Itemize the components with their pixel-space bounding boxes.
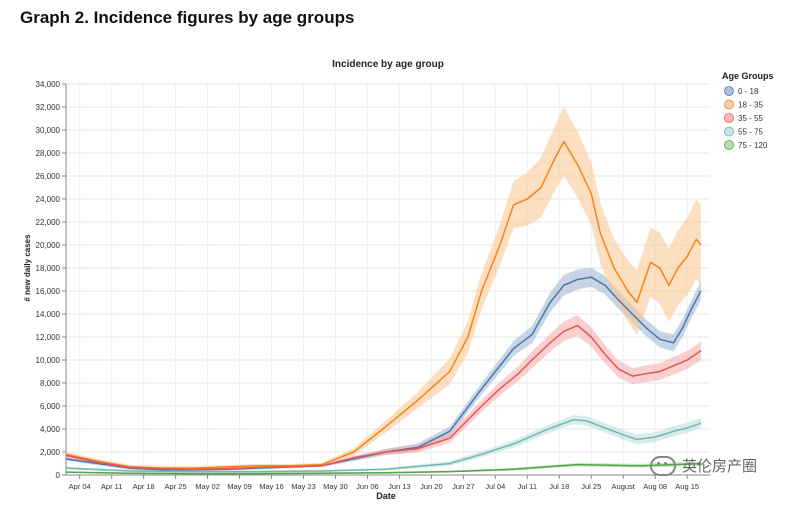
x-tick-label: May 16 (259, 482, 284, 491)
chart-title: Incidence by age group (332, 59, 444, 70)
x-tick-label: Aug 15 (675, 482, 699, 491)
y-tick-label: 16,000 (36, 287, 61, 296)
series-line (65, 419, 702, 473)
watermark: 英伦房产圈 (650, 455, 757, 476)
watermark-text: 英伦房产圈 (682, 457, 758, 475)
chat-bubble-icon (650, 455, 676, 476)
x-tick-label: May 09 (227, 482, 252, 491)
y-tick-label: 26,000 (36, 172, 61, 181)
legend-label: 75 - 120 (738, 141, 768, 150)
y-tick-label: 14,000 (36, 310, 61, 319)
x-tick-label: Jun 13 (388, 482, 411, 491)
legend-swatch (724, 99, 734, 110)
y-tick-label: 24,000 (36, 195, 61, 204)
legend-label: 18 - 35 (738, 101, 763, 110)
x-tick-label: Apr 11 (101, 482, 123, 491)
y-tick-label: 10,000 (36, 356, 61, 365)
x-tick-label: May 02 (195, 482, 220, 491)
page-heading: Graph 2. Incidence figures by age groups (20, 8, 355, 27)
y-tick-label: 2,000 (40, 448, 61, 457)
y-tick-label: 20,000 (36, 241, 61, 250)
x-tick-label: Aug 08 (643, 482, 667, 491)
series-line (65, 462, 701, 475)
y-tick-label: 32,000 (36, 103, 61, 112)
legend-swatch (724, 86, 734, 96)
series-line (65, 140, 702, 469)
series-line (65, 324, 702, 471)
x-tick-label: Jul 11 (518, 482, 537, 491)
legend-label: 35 - 55 (738, 114, 763, 123)
y-tick-label: 18,000 (36, 264, 61, 273)
legend-swatch (724, 140, 734, 150)
x-tick-label: May 30 (323, 482, 348, 491)
x-tick-label: Jun 20 (420, 482, 443, 491)
x-tick-label: Jul 18 (549, 482, 569, 491)
axis-layer: 0 2,000 4,000 6,000 8,000 10,000 12,000 14,000 1… (36, 80, 710, 491)
legend-label: 0 - 18 (738, 87, 759, 96)
legend-title: Age Groups (722, 71, 774, 81)
line-layer (65, 140, 702, 475)
y-axis-label: # new daily cases (23, 234, 32, 302)
legend-swatch (724, 113, 734, 123)
y-tick-label: 0 (56, 471, 61, 480)
y-tick-label: 34,000 (36, 80, 61, 89)
legend-swatch (724, 126, 734, 137)
x-tick-label: Apr 25 (165, 482, 187, 491)
x-tick-label: Jul 04 (485, 482, 505, 491)
x-tick-label: Jun 06 (356, 482, 379, 491)
y-tick-label: 4,000 (40, 425, 61, 434)
x-tick-label: May 23 (291, 482, 316, 491)
confidence-band (66, 315, 701, 471)
y-tick-label: 12,000 (36, 333, 61, 342)
x-tick-label: Apr 18 (133, 482, 155, 491)
y-tick-label: 28,000 (36, 149, 61, 158)
legend: Age Groups 0 - 18 18 - 35 35 - 55 55 - 75 75… (722, 71, 774, 150)
series-line (65, 276, 702, 471)
y-tick-label: 30,000 (36, 126, 61, 135)
confidence-band (66, 267, 701, 472)
x-tick-label: Jun 27 (452, 482, 475, 491)
y-tick-label: 22,000 (36, 218, 61, 227)
x-axis-label: Date (376, 491, 396, 501)
x-tick-label: August (612, 482, 636, 491)
y-tick-label: 6,000 (40, 402, 61, 411)
x-tick-label: Apr 04 (69, 482, 91, 491)
x-tick-label: Jul 25 (581, 482, 601, 491)
legend-label: 55 - 75 (738, 128, 763, 137)
confidence-band (66, 415, 701, 473)
y-tick-label: 8,000 (40, 379, 61, 388)
confidence-band (66, 107, 701, 471)
